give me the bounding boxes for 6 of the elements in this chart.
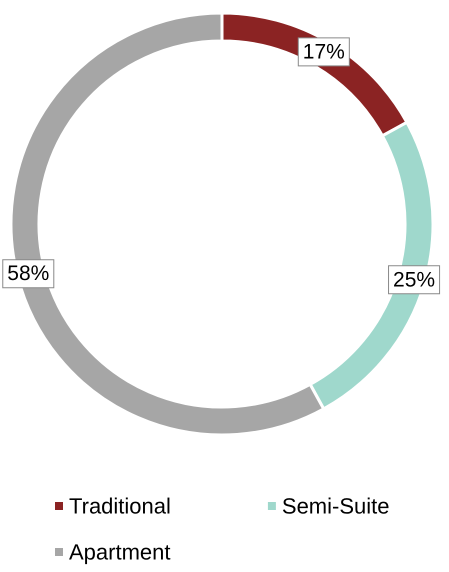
data-label: 17% (302, 40, 345, 64)
data-label: 58% (7, 262, 50, 286)
legend-label: Semi-Suite (282, 494, 390, 518)
legend-label: Apartment (69, 540, 170, 564)
data-label: 25% (393, 268, 436, 292)
legend-label: Traditional (69, 494, 171, 518)
